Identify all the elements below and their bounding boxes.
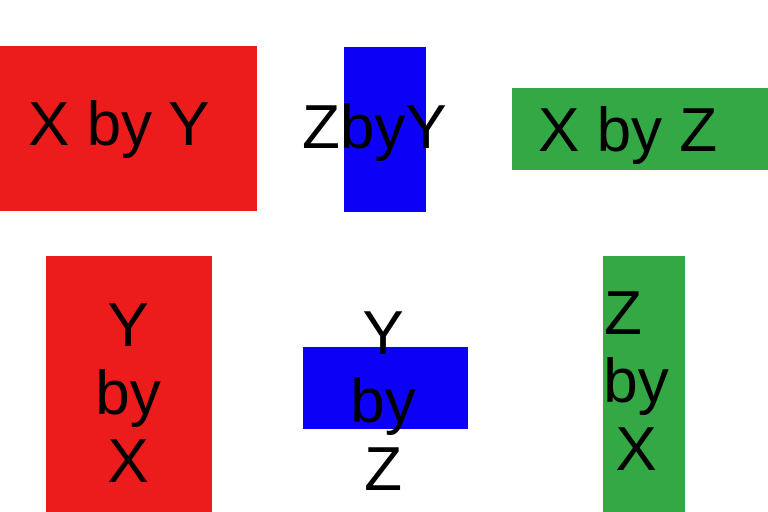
red-rectangle-wide: [0, 46, 257, 211]
label-line: by: [603, 347, 669, 416]
label-line: Y: [107, 291, 149, 360]
label-x-by-z: X by Z: [538, 96, 718, 165]
green-rectangle-wide: [512, 88, 768, 170]
label-line: X: [107, 427, 149, 496]
label-line: Y: [362, 299, 404, 368]
blue-rectangle-wide: [303, 347, 468, 429]
label-z-by-x: Z by X: [566, 280, 706, 484]
label-z-by-y: ZbyY: [302, 93, 447, 162]
label-line: by: [350, 367, 416, 436]
red-rectangle-tall: [46, 256, 212, 512]
label-line: Z: [604, 279, 642, 348]
label-line: by: [95, 359, 161, 428]
label-x-by-y: X by Y: [28, 90, 210, 159]
label-y-by-x: Y by X: [58, 292, 198, 496]
label-line: X: [615, 415, 657, 484]
blue-rectangle-tall: [344, 47, 426, 212]
green-rectangle-tall: [603, 256, 685, 512]
label-line: Z: [364, 435, 402, 504]
label-y-by-z: Y by Z: [313, 300, 453, 504]
